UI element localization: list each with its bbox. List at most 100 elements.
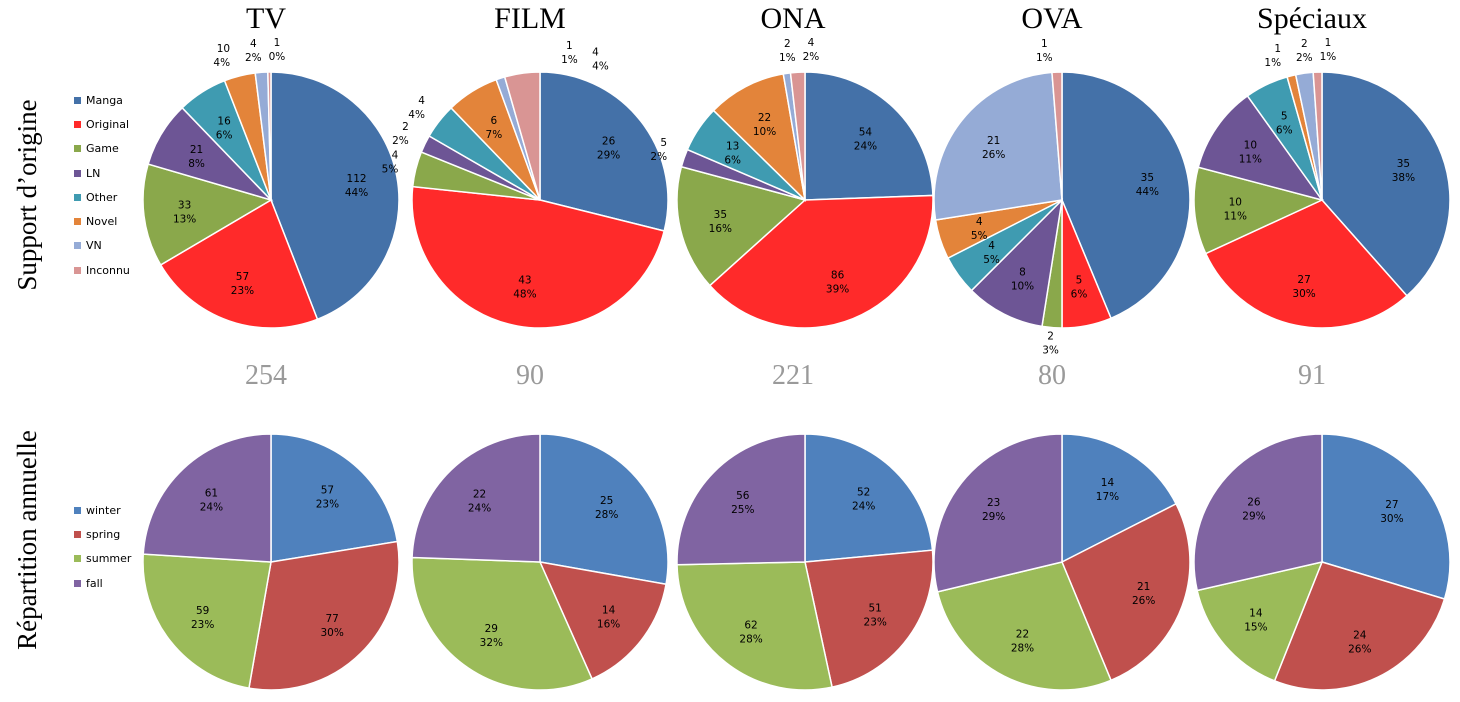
data-label-percent: 24% <box>854 140 877 152</box>
column-title-ona: ONA <box>760 2 826 35</box>
data-label-value: 61 <box>205 488 218 500</box>
data-label-percent: 2% <box>1296 52 1313 64</box>
legend-swatch <box>74 555 81 563</box>
data-label-value: 35 <box>714 209 727 221</box>
data-label-percent: 16% <box>597 619 620 631</box>
data-label-value: 56 <box>736 490 750 502</box>
pie-slice-spring <box>538 561 667 680</box>
pie-slice-fall <box>1193 433 1323 592</box>
data-label-percent: 10% <box>753 126 776 138</box>
data-label-value: 27 <box>1297 274 1310 286</box>
data-label-value: 1 <box>566 40 573 52</box>
data-label-percent: 28% <box>739 633 762 645</box>
data-label-percent: 16% <box>709 223 732 235</box>
data-label-value: 62 <box>744 619 757 631</box>
legend-item-manga: Manga <box>74 88 130 112</box>
data-label-value: 4 <box>976 216 983 228</box>
data-label-value: 35 <box>1397 158 1410 170</box>
data-label-value: 10 <box>217 43 230 55</box>
legend-swatch <box>74 193 81 201</box>
data-label-percent: 8% <box>188 158 205 170</box>
legend-swatch <box>74 218 81 226</box>
data-label-percent: 1% <box>779 52 796 64</box>
data-label-value: 21 <box>987 135 1000 147</box>
data-label-percent: 1% <box>1264 57 1281 69</box>
pie-slice-summer <box>142 553 272 689</box>
pie-slice-fall <box>411 433 541 563</box>
data-label-value: 2 <box>1047 331 1054 343</box>
data-label-value: 77 <box>325 613 338 625</box>
data-label-value: 29 <box>485 623 498 635</box>
data-label-value: 23 <box>987 497 1000 509</box>
legend-swatch <box>74 120 81 128</box>
legend-season: winter spring summer fall <box>74 498 131 595</box>
pie-slice-spring <box>1273 561 1446 691</box>
legend-item-fall: fall <box>74 571 131 595</box>
data-label-percent: 15% <box>1244 622 1267 634</box>
pie-slice-ln <box>1197 94 1324 202</box>
data-label-percent: 6% <box>724 155 741 167</box>
data-label-value: 43 <box>518 275 531 287</box>
legend-item-other: Other <box>74 185 130 209</box>
data-label-percent: 24% <box>200 502 223 514</box>
data-label-value: 10 <box>1244 140 1257 152</box>
data-label-value: 52 <box>857 487 870 499</box>
data-label-percent: 30% <box>1380 513 1403 525</box>
pie-slice-summer <box>676 561 833 691</box>
data-label-percent: 4% <box>408 109 425 121</box>
data-label-percent: 29% <box>982 511 1005 523</box>
data-label-percent: 1% <box>561 54 578 66</box>
column-title-speciaux: Spéciaux <box>1257 2 1367 35</box>
data-label-percent: 11% <box>1239 154 1262 166</box>
column-title-ova: OVA <box>1021 2 1083 35</box>
pie-slice-summer <box>936 561 1112 691</box>
legend-label: spring <box>86 527 121 541</box>
legend-swatch <box>74 169 81 177</box>
legend-item-vn: VN <box>74 234 130 258</box>
total-speciaux: 91 <box>1298 360 1326 391</box>
legend-label: Novel <box>86 215 118 229</box>
legend-item-spring: spring <box>74 522 131 546</box>
data-label-value: 14 <box>1101 477 1115 489</box>
pie-ona-season: 52 24% 51 23% 62 28% 56 25% <box>676 433 934 691</box>
data-label-percent: 28% <box>595 509 618 521</box>
legend-item-winter: winter <box>74 498 131 522</box>
pie-slice-manga <box>270 71 400 321</box>
pie-slice-inconnu <box>1312 71 1323 201</box>
pie-slice-winter <box>539 433 669 586</box>
data-label-percent: 2% <box>392 135 409 147</box>
pie-slice-fall <box>933 433 1063 593</box>
data-label-value: 25 <box>600 495 613 507</box>
pie-slice-winter <box>270 433 399 563</box>
data-label-percent: 23% <box>864 616 887 628</box>
data-label-percent: 6% <box>1276 125 1293 137</box>
total-tv: 254 <box>245 360 287 391</box>
pie-slice-original <box>159 198 319 329</box>
data-label-value: 13 <box>726 141 739 153</box>
data-label-percent: 48% <box>513 289 536 301</box>
pie-tv-source: 112 44% 57 23% 33 13% 21 8% 16 6% 10 4% 4 2% 1 0% <box>142 37 400 329</box>
data-label-value: 33 <box>178 200 191 212</box>
data-label-percent: 23% <box>231 285 254 297</box>
data-label-value: 1 <box>1041 38 1048 50</box>
data-label-value: 57 <box>321 485 334 497</box>
legend-label: Manga <box>86 93 123 107</box>
data-label-value: 4 <box>418 95 425 107</box>
legend-label: LN <box>86 166 101 180</box>
data-label-percent: 30% <box>1292 288 1315 300</box>
data-label-value: 2 <box>402 121 409 133</box>
data-label-value: 14 <box>1249 608 1263 620</box>
legend-item-novel: Novel <box>74 209 130 233</box>
pie-tv-season: 57 23% 77 30% 59 23% 61 24% <box>142 433 400 691</box>
pie-slice-spring <box>1061 502 1191 682</box>
data-label-value: 57 <box>236 271 249 283</box>
data-label-value: 112 <box>347 173 367 185</box>
data-label-value: 51 <box>869 602 882 614</box>
data-label-value: 22 <box>1016 629 1029 641</box>
pie-slice-summer <box>411 556 594 691</box>
data-label-value: 86 <box>831 270 845 282</box>
data-label-percent: 39% <box>826 284 849 296</box>
